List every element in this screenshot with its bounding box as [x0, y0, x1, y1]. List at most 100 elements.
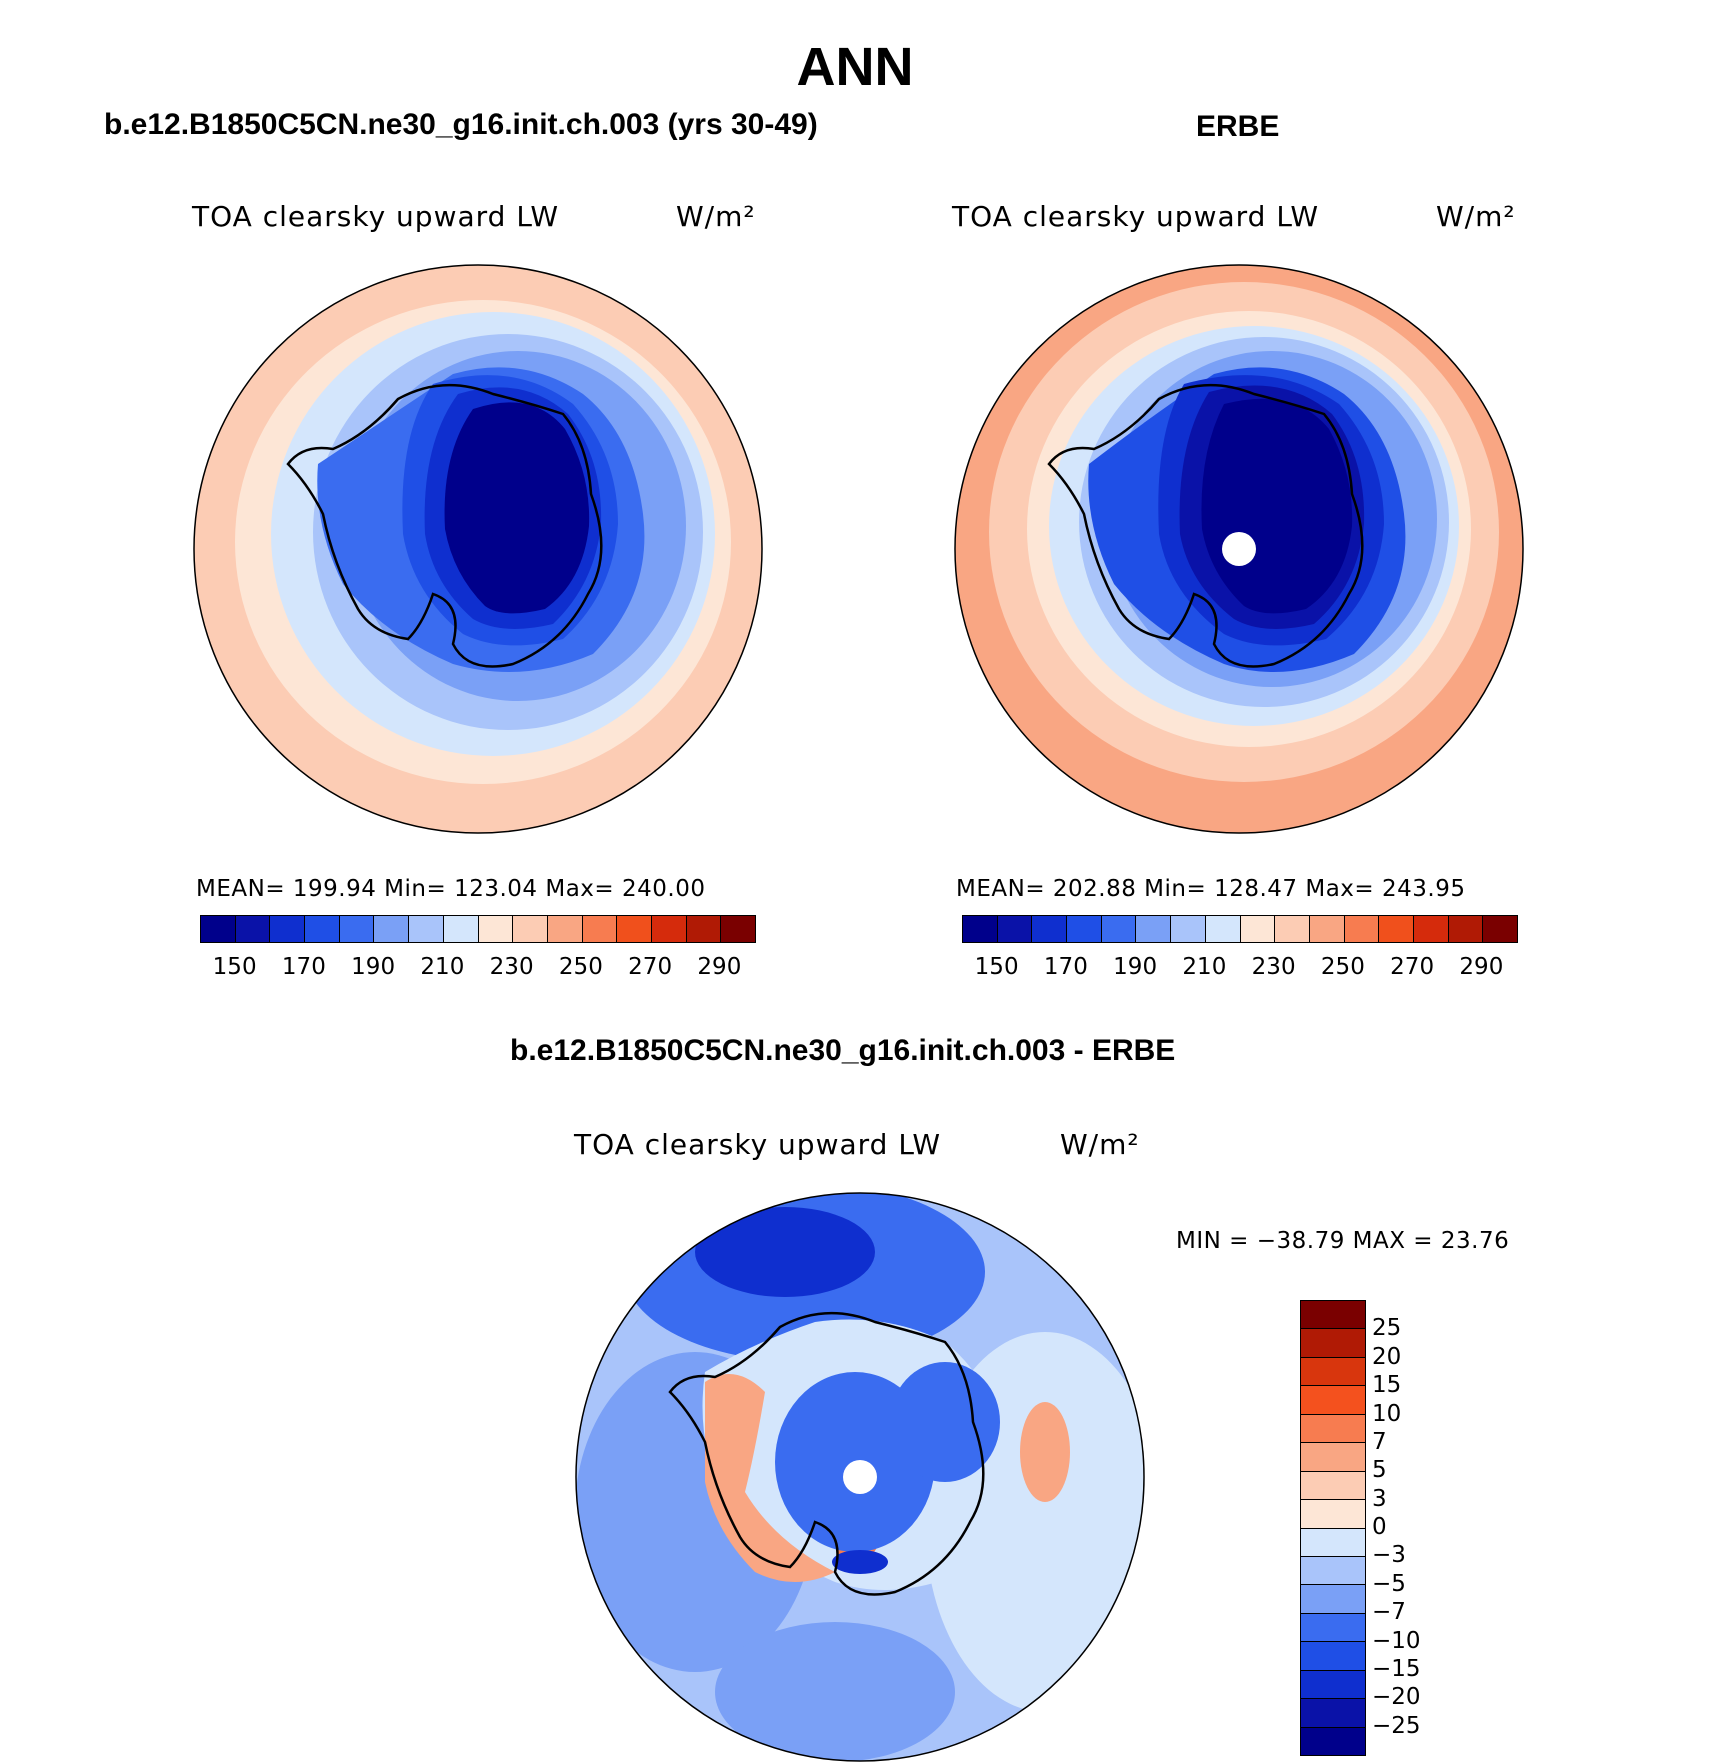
colorbar-swatch — [443, 916, 479, 942]
colorbar-swatch — [1301, 1727, 1365, 1755]
panel-2-variable: TOA clearsky upward LW — [952, 200, 1320, 233]
diff-colorbar — [1300, 1300, 1366, 1756]
colorbar-swatch — [1301, 1329, 1365, 1358]
colorbar-swatch — [1301, 1670, 1365, 1700]
colorbar-tick-label: −7 — [1372, 1599, 1406, 1626]
panel-1-colorbar — [200, 915, 756, 943]
colorbar-swatch — [997, 916, 1033, 942]
colorbar-swatch — [1301, 1357, 1365, 1387]
colorbar-swatch — [1301, 1414, 1365, 1444]
panel-1-stats: MEAN= 199.94 Min= 123.04 Max= 240.00 — [196, 876, 706, 902]
panel-2-map — [954, 264, 1524, 834]
colorbar-swatch — [1301, 1471, 1365, 1501]
colorbar-swatch — [1171, 916, 1206, 942]
colorbar-swatch — [1205, 916, 1241, 942]
colorbar-tick-label: 290 — [697, 954, 742, 980]
colorbar-swatch — [409, 916, 444, 942]
colorbar-tick-label: 190 — [351, 954, 396, 980]
colorbar-swatch — [963, 916, 998, 942]
panel-1-colorbar-labels: 150 170 190 210 230 250 270 290 — [200, 954, 754, 984]
colorbar-tick-label: 10 — [1372, 1400, 1402, 1427]
colorbar-tick-label: 270 — [1390, 954, 1435, 980]
colorbar-swatch — [1301, 1500, 1365, 1529]
colorbar-swatch — [513, 916, 548, 942]
colorbar-swatch — [1032, 916, 1068, 942]
colorbar-swatch — [1301, 1528, 1365, 1557]
colorbar-swatch — [1301, 1443, 1365, 1472]
panel-1-units: W/m² — [676, 200, 756, 233]
colorbar-swatch — [721, 916, 755, 942]
colorbar-swatch — [339, 916, 375, 942]
colorbar-tick-label: 20 — [1372, 1343, 1402, 1370]
colorbar-tick-label: −10 — [1372, 1627, 1421, 1654]
diff-panel-map — [575, 1192, 1145, 1762]
colorbar-tick-label: 230 — [1251, 954, 1296, 980]
colorbar-tick-label: 170 — [1043, 954, 1088, 980]
colorbar-tick-label: 290 — [1459, 954, 1504, 980]
colorbar-swatch — [201, 916, 236, 942]
colorbar-tick-label: 5 — [1372, 1457, 1387, 1484]
colorbar-swatch — [1240, 916, 1276, 942]
colorbar-swatch — [1448, 916, 1484, 942]
colorbar-tick-label: −15 — [1372, 1655, 1421, 1682]
colorbar-swatch — [1101, 916, 1137, 942]
colorbar-swatch — [1301, 1699, 1365, 1728]
panel-1-title: b.e12.B1850C5CN.ne30_g16.init.ch.003 (yr… — [104, 108, 818, 141]
colorbar-swatch — [1275, 916, 1310, 942]
colorbar-tick-label: 210 — [420, 954, 465, 980]
colorbar-swatch — [478, 916, 514, 942]
colorbar-tick-label: 190 — [1113, 954, 1158, 980]
colorbar-swatch — [235, 916, 271, 942]
colorbar-swatch — [1301, 1386, 1365, 1415]
colorbar-tick-label: −25 — [1372, 1712, 1421, 1739]
colorbar-tick-label: 150 — [212, 954, 257, 980]
diff-colorbar-labels: 25 20 15 10 7 5 3 0 −3 −5 −7 −10 −15 −20 −25 — [1372, 1300, 1492, 1754]
colorbar-tick-label: 230 — [489, 954, 534, 980]
diff-panel-variable: TOA clearsky upward LW — [574, 1128, 942, 1161]
colorbar-swatch — [1301, 1556, 1365, 1586]
colorbar-swatch — [1344, 916, 1380, 942]
colorbar-tick-label: 7 — [1372, 1428, 1387, 1455]
colorbar-tick-label: −5 — [1372, 1570, 1406, 1597]
colorbar-tick-label: 3 — [1372, 1485, 1387, 1512]
colorbar-tick-label: 0 — [1372, 1514, 1387, 1540]
colorbar-swatch — [1301, 1301, 1365, 1330]
colorbar-swatch — [617, 916, 652, 942]
panel-1-variable: TOA clearsky upward LW — [192, 200, 560, 233]
colorbar-swatch — [1301, 1613, 1365, 1643]
colorbar-swatch — [1067, 916, 1102, 942]
colorbar-swatch — [1309, 916, 1345, 942]
colorbar-tick-label: 15 — [1372, 1372, 1402, 1399]
panel-2-title: ERBE — [1196, 110, 1280, 143]
colorbar-swatch — [651, 916, 687, 942]
panel-2-stats: MEAN= 202.88 Min= 128.47 Max= 243.95 — [956, 876, 1466, 902]
colorbar-tick-label: 25 — [1372, 1315, 1402, 1342]
panel-1-map — [193, 264, 763, 834]
colorbar-swatch — [1301, 1642, 1365, 1671]
colorbar-swatch — [1379, 916, 1414, 942]
colorbar-swatch — [686, 916, 722, 942]
colorbar-swatch — [374, 916, 410, 942]
panel-2-colorbar — [962, 915, 1518, 943]
colorbar-swatch — [1413, 916, 1449, 942]
colorbar-swatch — [1301, 1585, 1365, 1614]
colorbar-tick-label: 170 — [281, 954, 326, 980]
diff-panel-units: W/m² — [1060, 1128, 1140, 1161]
panel-2-units: W/m² — [1436, 200, 1516, 233]
colorbar-swatch — [305, 916, 340, 942]
diff-panel-title: b.e12.B1850C5CN.ne30_g16.init.ch.003 - E… — [510, 1034, 1176, 1067]
diff-panel-stats: MIN = −38.79 MAX = 23.76 — [1176, 1228, 1510, 1254]
colorbar-swatch — [582, 916, 618, 942]
panel-2-colorbar-labels: 150 170 190 210 230 250 270 290 — [962, 954, 1516, 984]
colorbar-swatch — [1136, 916, 1172, 942]
colorbar-tick-label: 270 — [628, 954, 673, 980]
main-title: ANN — [796, 37, 914, 97]
colorbar-tick-label: −3 — [1372, 1542, 1406, 1569]
colorbar-swatch — [1483, 916, 1517, 942]
colorbar-swatch — [547, 916, 583, 942]
colorbar-tick-label: 210 — [1182, 954, 1227, 980]
colorbar-tick-label: 250 — [1320, 954, 1365, 980]
colorbar-swatch — [270, 916, 306, 942]
colorbar-tick-label: 150 — [974, 954, 1019, 980]
colorbar-tick-label: 250 — [558, 954, 603, 980]
